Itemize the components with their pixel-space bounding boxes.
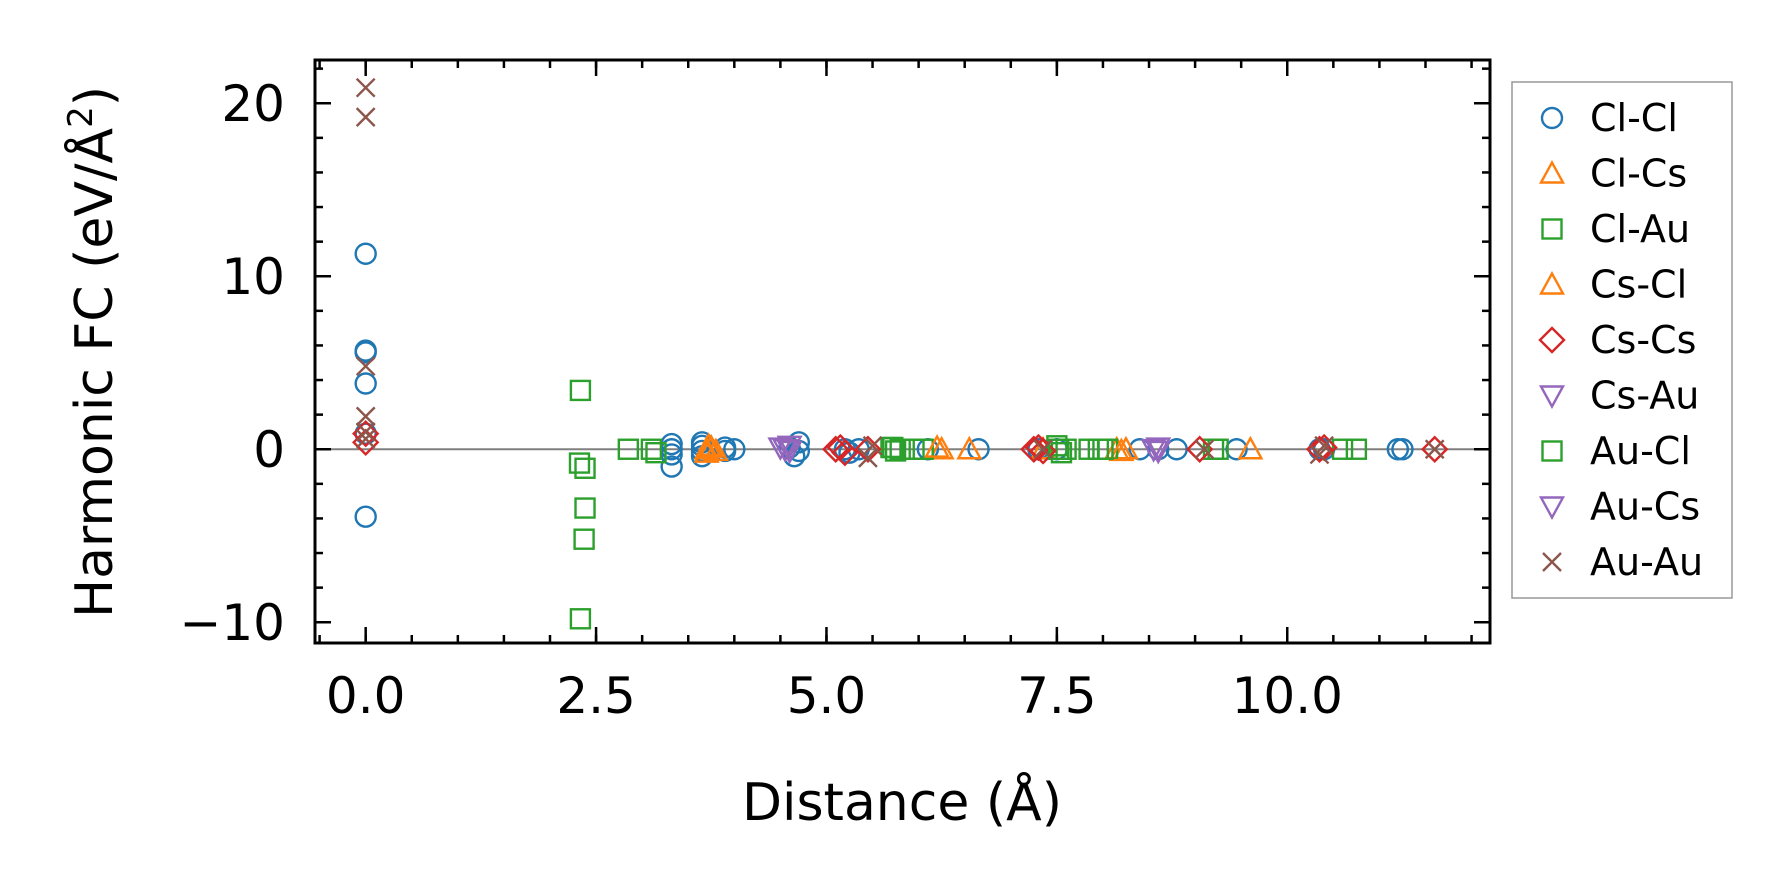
data-point-cl-cl	[354, 341, 377, 364]
legend-marker-cl-au	[1541, 218, 1563, 240]
data-point-au-cs	[1145, 440, 1172, 465]
legend-marker-au-cl	[1541, 440, 1563, 462]
x-tick-label: 5.0	[787, 667, 867, 725]
data-point-cl-cs	[698, 434, 725, 458]
data-point-cs-cs	[1029, 437, 1057, 465]
data-point-au-au	[355, 429, 376, 449]
legend-label-cs-cs: Cs-Cs	[1590, 318, 1696, 362]
data-point-cs-cs	[831, 439, 859, 467]
data-point-cl-au	[912, 438, 934, 460]
legend-marker-cs-au	[1538, 385, 1566, 409]
x-tick-label: 7.5	[1017, 667, 1097, 725]
x-tick-label: 0.0	[326, 667, 406, 725]
data-point-cl-cl	[660, 455, 683, 478]
data-point-au-au	[355, 77, 376, 98]
data-point-cl-au	[640, 438, 663, 460]
x-tick-label: 2.5	[556, 667, 636, 725]
legend-label-au-au: Au-Au	[1590, 540, 1703, 584]
data-point-cl-cl	[354, 422, 377, 445]
data-point-cs-cs	[854, 435, 882, 463]
legend: Cl-Cl Cl-Cs Cl-Au Cs-Cl Cs-Cs Cs-Au Au-Cl Au-Cs…	[1511, 81, 1733, 599]
data-point-cs-cs	[1020, 435, 1048, 463]
data-point-au-au	[1033, 439, 1053, 460]
data-point-au-au	[862, 435, 883, 456]
legend-marker-cl-cs	[1538, 160, 1566, 184]
data-point-au-au	[355, 356, 376, 377]
data-point-cs-cs	[1421, 435, 1449, 463]
data-point-cl-cl	[354, 242, 377, 265]
data-point-au-cl	[568, 452, 591, 474]
data-point-cl-au	[645, 442, 667, 464]
x-axis-label: Distance (Å)	[742, 771, 1062, 833]
plot-frame	[313, 58, 1492, 645]
data-point-cl-au	[889, 438, 911, 460]
data-point-cl-cl	[354, 372, 377, 395]
data-point-cl-au	[1345, 438, 1368, 460]
data-point-au-cl	[1048, 438, 1070, 460]
data-point-au-au	[355, 107, 376, 127]
y-axis-label-superscript: 2	[61, 106, 101, 128]
data-point-cl-cs	[928, 435, 955, 460]
data-point-cs-cs	[821, 435, 850, 463]
y-axis-label-end: )	[65, 86, 125, 106]
legend-marker-cs-cl	[1538, 271, 1566, 295]
data-point-au-cl	[574, 497, 596, 519]
y-tick-label: −10	[179, 594, 285, 652]
legend-label-cl-au: Cl-Au	[1590, 207, 1690, 251]
legend-marker-cl-cl	[1540, 106, 1564, 130]
data-point-cl-au	[617, 438, 640, 460]
data-point-cl-cl	[1391, 438, 1414, 461]
data-point-au-cl	[573, 528, 595, 550]
legend-label-cl-cl: Cl-Cl	[1590, 96, 1678, 140]
data-point-au-cl	[1092, 438, 1114, 460]
data-point-cs-au	[776, 440, 803, 465]
data-point-cl-cs	[956, 435, 983, 460]
legend-marker-au-au	[1542, 552, 1562, 572]
data-point-au-cl	[574, 457, 596, 479]
data-point-cl-cl	[354, 505, 377, 528]
data-point-au-au	[1424, 439, 1445, 460]
y-tick-label: 10	[221, 248, 285, 306]
data-point-au-au	[1194, 439, 1215, 460]
y-axis-label-main: Harmonic FC (eV/Å	[63, 127, 125, 618]
data-point-au-au	[355, 422, 376, 442]
legend-label-au-cl: Au-Cl	[1590, 429, 1691, 473]
data-point-cs-cl	[1108, 437, 1135, 462]
data-point-cs-au	[1145, 437, 1172, 462]
legend-label-cl-cs: Cl-Cs	[1590, 152, 1687, 196]
data-point-cl-cl	[1128, 438, 1152, 461]
data-markers	[351, 77, 1449, 630]
data-point-cl-cl	[723, 438, 746, 461]
data-point-cl-cs	[1112, 435, 1140, 460]
data-point-cs-cl	[695, 432, 722, 456]
data-point-au-cl	[882, 436, 904, 459]
data-point-cs-cl	[924, 434, 951, 458]
data-point-cs-au	[1140, 439, 1167, 463]
data-point-au-au	[1314, 435, 1334, 456]
legend-label-cs-au: Cs-Au	[1590, 374, 1699, 418]
data-point-au-cl	[569, 608, 592, 630]
data-point-au-au	[858, 448, 878, 468]
tick-labels: 0.0 2.5 5.0 7.5 10.0 −10 0 10 20	[179, 75, 1342, 725]
data-point-cs-au	[771, 439, 799, 463]
y-tick-label: 20	[221, 75, 285, 133]
legend-label-au-cs: Au-Cs	[1590, 485, 1700, 529]
legend-marker-au-cs	[1538, 496, 1566, 520]
legend-label-cs-cl: Cs-Cl	[1590, 263, 1687, 307]
data-point-au-cl	[569, 379, 592, 402]
y-axis-label: Harmonic FC (eV/Å2)	[61, 86, 125, 618]
data-point-au-cs	[776, 435, 803, 460]
data-point-au-cl	[1207, 438, 1229, 460]
legend-marker-cs-cs	[1538, 326, 1566, 354]
data-point-cl-cs	[1237, 435, 1264, 460]
y-tick-label: 0	[253, 421, 285, 479]
data-point-cs-cl	[693, 439, 720, 463]
x-tick-label: 10.0	[1232, 667, 1343, 725]
data-point-au-au	[355, 406, 376, 427]
